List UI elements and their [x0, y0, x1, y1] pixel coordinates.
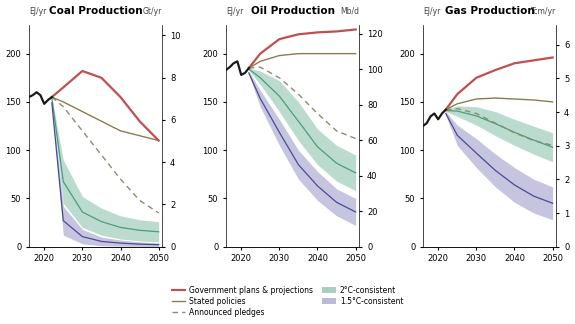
Text: EJ/yr: EJ/yr — [29, 7, 47, 16]
Text: EJ/yr: EJ/yr — [423, 7, 440, 16]
Text: Mb/d: Mb/d — [340, 7, 359, 16]
Text: EJ/yr: EJ/yr — [226, 7, 243, 16]
Title: Coal Production: Coal Production — [49, 6, 143, 16]
Text: Gt/yr: Gt/yr — [143, 7, 163, 16]
Title: Oil Production: Oil Production — [251, 6, 335, 16]
Legend: Government plans & projections, Stated policies, Announced pledges, 2°C-consiste: Government plans & projections, Stated p… — [168, 283, 407, 320]
Text: Tcm/yr: Tcm/yr — [531, 7, 557, 16]
Title: Gas Production: Gas Production — [445, 6, 535, 16]
